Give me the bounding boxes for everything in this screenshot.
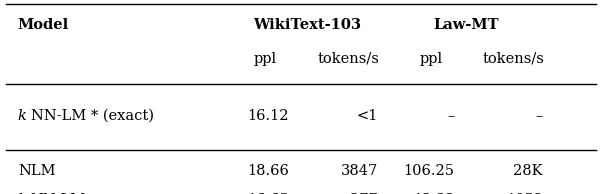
Text: 12.32: 12.32 [413,193,455,194]
Text: k: k [18,109,26,123]
Text: ppl: ppl [254,52,277,66]
Text: –: – [536,109,543,123]
Text: NN-LM: NN-LM [31,193,86,194]
Text: 1052: 1052 [506,193,543,194]
Text: NN-LM * (exact): NN-LM * (exact) [31,109,154,123]
Text: NLM: NLM [18,164,55,178]
Text: WikiText-103: WikiText-103 [253,18,361,32]
Text: 3847: 3847 [341,164,377,178]
Text: <1: <1 [356,109,377,123]
Text: tokens/s: tokens/s [317,52,379,66]
Text: 106.25: 106.25 [403,164,455,178]
Text: ppl: ppl [419,52,442,66]
Text: k: k [18,193,26,194]
Text: –: – [447,109,455,123]
Text: 16.65: 16.65 [247,193,289,194]
Text: 277: 277 [350,193,377,194]
Text: 28K: 28K [514,164,543,178]
Text: 18.66: 18.66 [247,164,289,178]
Text: 16.12: 16.12 [247,109,289,123]
Text: Model: Model [18,18,69,32]
Text: Law-MT: Law-MT [433,18,499,32]
Text: tokens/s: tokens/s [482,52,544,66]
